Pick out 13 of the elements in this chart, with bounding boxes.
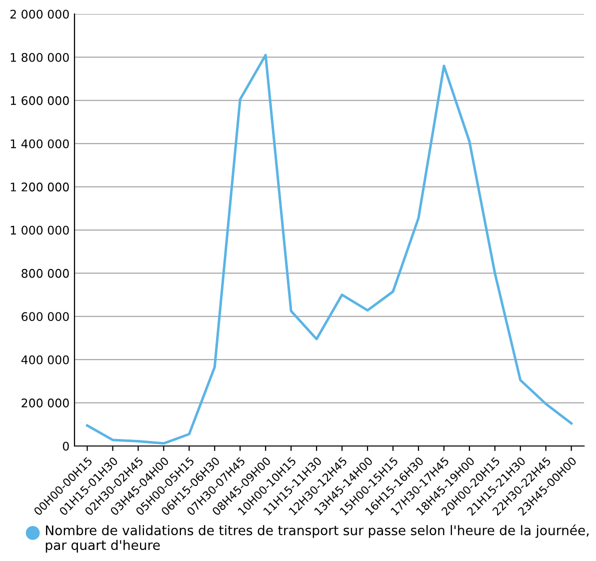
line-series — [86, 54, 573, 445]
y-tick-label: 1 400 000 — [10, 139, 69, 148]
y-tick-label: 1 800 000 — [10, 52, 69, 62]
y-tick-label: 1 000 000 — [10, 226, 69, 235]
y-tick-label: 2 000 000 — [10, 10, 69, 19]
y-tick-label: 200 000 — [22, 398, 69, 408]
legend-label: Nombre de validations de titres de transport sur passe selon l'heure de la journée, par quart d'heure — [46, 524, 589, 553]
y-tick-label: 800 000 — [22, 268, 69, 278]
y-tick-label: 1 600 000 — [10, 96, 69, 106]
y-tick-label: 600 000 — [22, 312, 69, 322]
y-tick-label: 400 000 — [21, 355, 69, 364]
y-tick-label: 0 — [62, 442, 69, 451]
y-tick-label: 1 200 000 — [10, 182, 69, 192]
